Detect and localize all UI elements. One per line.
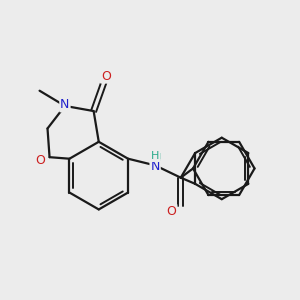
Text: H: H — [153, 153, 161, 163]
Text: H: H — [151, 151, 159, 161]
Text: O: O — [35, 154, 45, 167]
Text: H: H — [153, 153, 161, 163]
Text: O: O — [101, 70, 111, 83]
Text: O: O — [167, 205, 176, 218]
Text: N: N — [150, 160, 160, 173]
Text: N: N — [60, 98, 70, 111]
